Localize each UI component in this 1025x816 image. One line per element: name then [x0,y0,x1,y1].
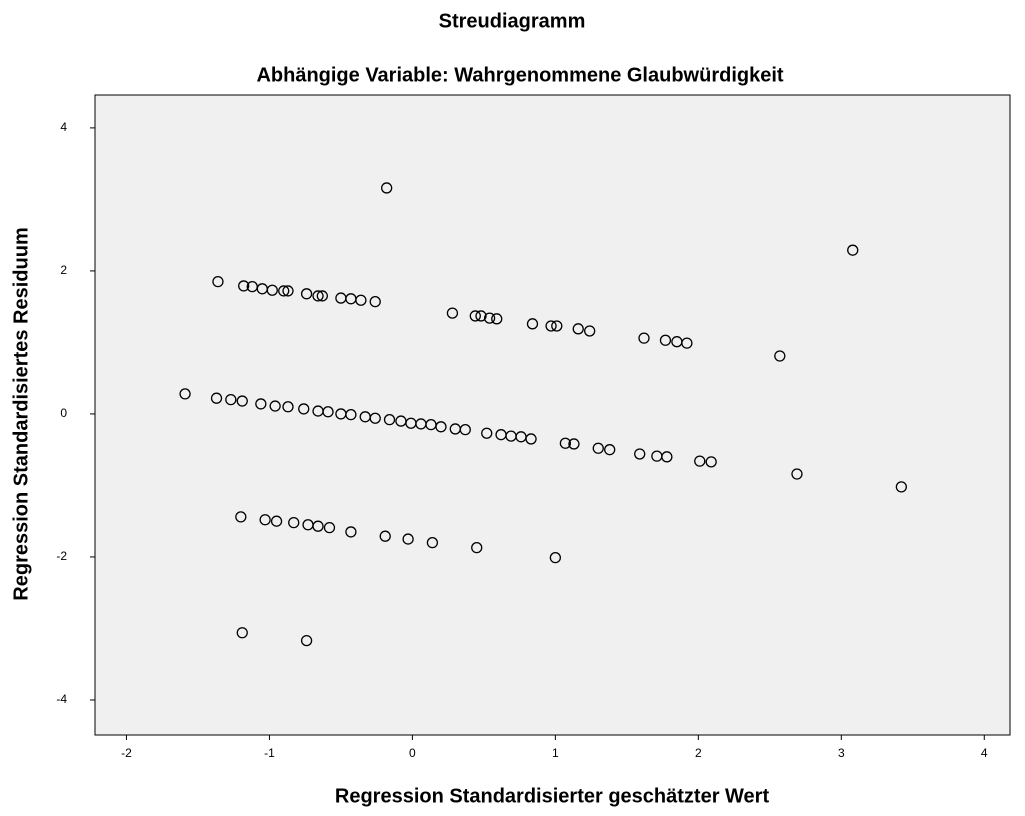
point [225,393,237,406]
point [322,406,334,418]
point [426,536,439,549]
point [659,334,672,346]
point [288,516,300,529]
point [681,337,693,349]
point [278,285,290,297]
point [661,451,673,463]
point [270,515,283,527]
point [282,285,294,297]
point [471,541,483,554]
point [259,514,271,526]
point [638,332,650,344]
point [355,294,367,306]
point [634,448,646,460]
point [179,388,191,400]
point [369,296,381,308]
point [459,424,471,436]
point [345,526,357,538]
point [312,290,324,302]
y-tick-label: -2 [56,549,67,563]
point [584,325,596,337]
point [300,288,313,300]
point [312,520,324,532]
plot-area [94,94,1011,736]
point [705,456,717,468]
point [694,455,706,467]
chart-subtitle: Abhängige Variable: Wahrgenommene Glaubw… [256,64,783,86]
x-tick-label: -2 [121,746,132,760]
point [381,182,393,194]
point [402,533,414,545]
point [446,307,459,319]
point [481,427,493,439]
point [282,401,294,413]
x-tick-label: 1 [552,746,559,760]
x-tick-label: 2 [695,746,702,760]
x-tick-label: 0 [409,746,416,760]
point [791,468,803,480]
point [369,412,381,424]
point [469,310,481,322]
point [300,634,313,647]
point [895,481,907,493]
point [847,244,859,256]
point [491,313,503,325]
point [572,323,584,335]
point [551,320,563,332]
point [345,408,357,421]
point [592,442,604,454]
point [379,530,391,542]
y-tick-label: -4 [56,692,67,706]
point [549,552,562,564]
point [525,433,537,445]
point [383,413,396,426]
point [255,398,267,410]
y-tick-label: 0 [60,406,67,420]
x-axis-label: Regression Standardisierter geschätzter … [335,785,770,807]
chart-title: Streudiagramm [439,10,586,32]
point [269,400,281,412]
x-tick-label: 4 [981,746,988,760]
point [236,395,248,407]
point [435,421,447,433]
y-tick-label: 2 [60,263,67,277]
point [568,438,580,450]
y-axis-label: Regression Standardisiertes Residuum [10,227,32,600]
x-tick-label: -1 [264,746,275,760]
y-tick-label: 4 [60,120,67,134]
point [604,444,616,456]
point [236,627,248,639]
point [212,275,224,288]
point [298,403,310,415]
point [323,521,336,534]
point [774,350,786,362]
point [545,320,557,332]
point [559,437,572,449]
point [238,280,250,292]
x-tick-label: 3 [838,746,845,760]
point [475,310,487,322]
point [526,318,539,330]
point [210,392,223,404]
point [266,284,278,296]
point [483,312,496,324]
point [235,511,247,523]
point [316,290,328,302]
